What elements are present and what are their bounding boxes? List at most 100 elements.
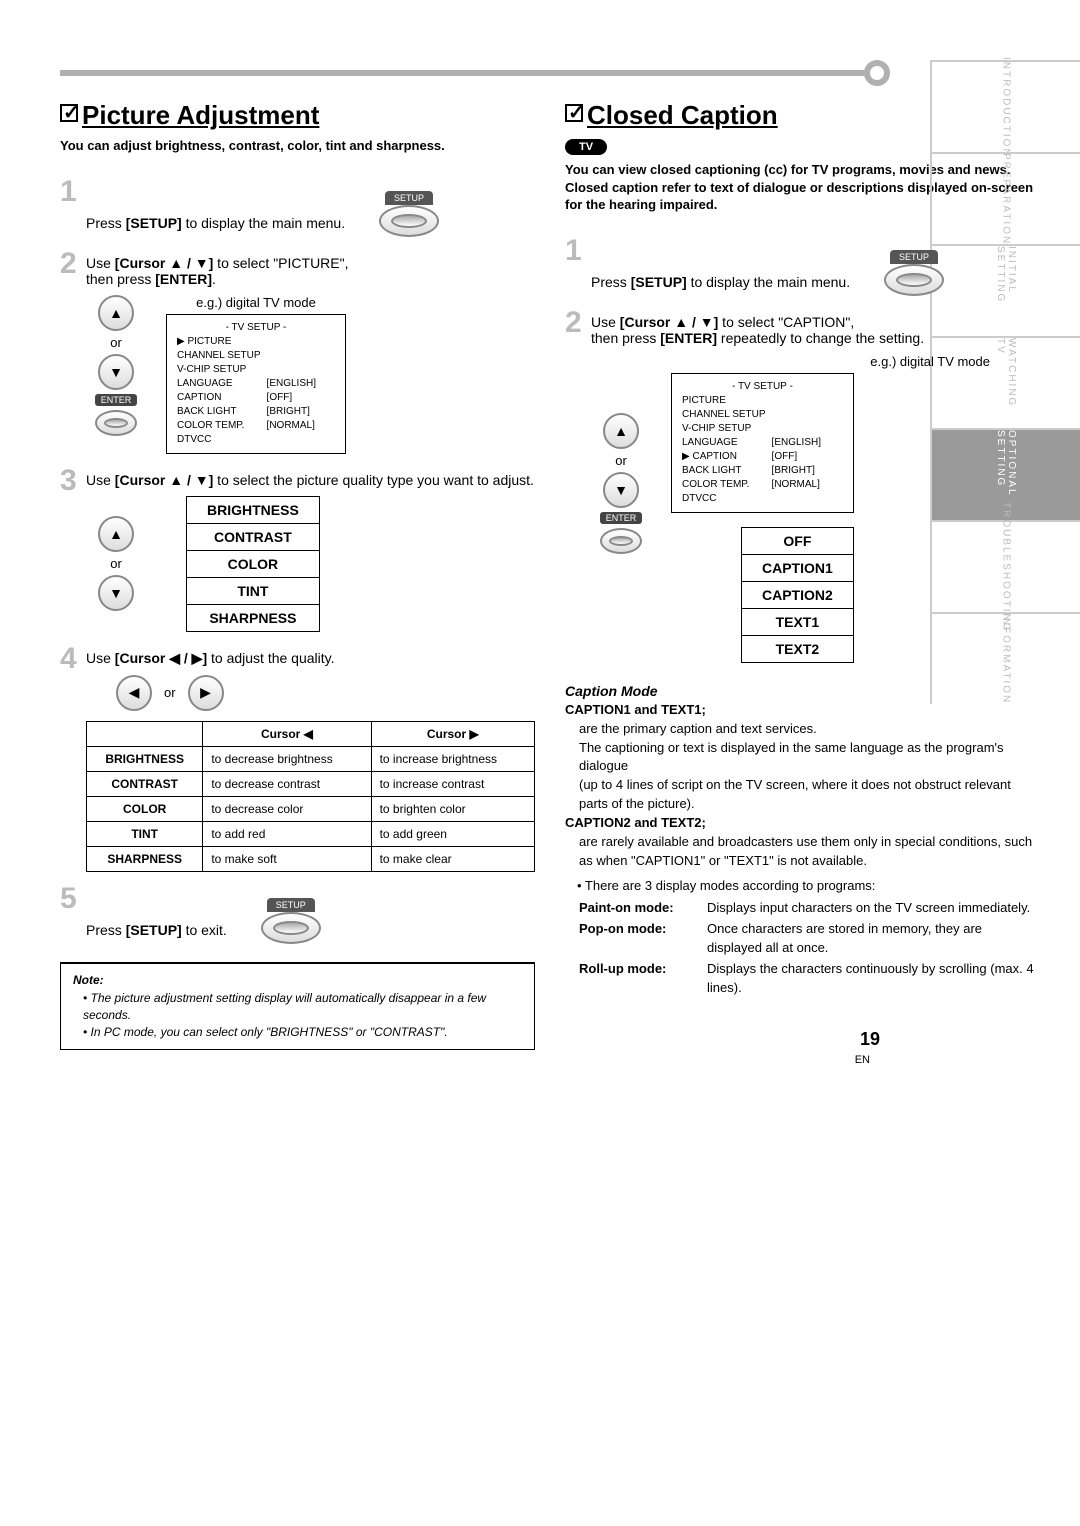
content-columns: Picture Adjustment You can adjust bright… xyxy=(60,100,1040,1050)
left-step-3: 3 Use [Cursor ▲ / ▼] to select the pictu… xyxy=(60,472,535,632)
eg-label: e.g.) digital TV mode xyxy=(166,295,346,310)
checkbox-icon xyxy=(565,104,583,122)
setup-button-graphic: SETUP xyxy=(261,898,321,944)
side-tab[interactable]: PREPARATION xyxy=(930,152,1080,244)
step-number: 2 xyxy=(565,306,582,340)
enter-label: ENTER xyxy=(95,394,138,406)
cursor-right-icon: ▶ xyxy=(188,675,224,711)
tv-setup-menu: - TV SETUP -▶ PICTURECHANNEL SETUPV-CHIP… xyxy=(166,314,346,454)
menu-wrapper: e.g.) digital TV mode - TV SETUP -▶ PICT… xyxy=(166,295,346,454)
step-number: 4 xyxy=(60,642,77,676)
step-text: Use [Cursor ▲ / ▼] to select "PICTURE",t… xyxy=(86,255,349,287)
step-number: 2 xyxy=(60,247,77,281)
c1-line: The captioning or text is displayed in t… xyxy=(565,739,1040,777)
page-lang: EN xyxy=(855,1054,870,1066)
page: INTRODUCTIONPREPARATIONINITIAL SETTINGWA… xyxy=(0,0,1080,1090)
step-text: Use [Cursor ▲ / ▼] to select the picture… xyxy=(86,472,534,488)
or-label: or xyxy=(110,556,122,571)
left-step-4: 4 Use [Cursor ◀ / ▶] to adjust the quali… xyxy=(60,650,535,872)
step-text: Press [SETUP] to display the main menu. xyxy=(591,274,850,290)
step-text: Use [Cursor ◀ / ▶] to adjust the quality… xyxy=(86,650,334,666)
title-text: Picture Adjustment xyxy=(82,100,319,130)
option-item: BRIGHTNESS xyxy=(187,497,319,524)
option-item: CAPTION2 xyxy=(742,582,853,609)
checkbox-icon xyxy=(60,104,78,122)
left-column: Picture Adjustment You can adjust bright… xyxy=(60,100,535,1050)
title-text: Closed Caption xyxy=(587,100,778,130)
side-tab[interactable]: INTRODUCTION xyxy=(930,60,1080,152)
right-step-1: 1 Press [SETUP] to display the main menu… xyxy=(565,242,1040,296)
eg-label: e.g.) digital TV mode xyxy=(591,354,1040,369)
or-label: or xyxy=(110,335,122,350)
setup-label: SETUP xyxy=(267,898,315,912)
cursor-left-icon: ◀ xyxy=(116,675,152,711)
step-number: 3 xyxy=(60,464,77,498)
cursor-down-icon: ▼ xyxy=(98,575,134,611)
option-item: OFF xyxy=(742,528,853,555)
setup-button-graphic: SETUP xyxy=(884,250,944,296)
option-item: TINT xyxy=(187,578,319,605)
caption-mode-section: Caption Mode CAPTION1 and TEXT1; are the… xyxy=(565,681,1040,998)
step-number: 5 xyxy=(60,882,77,916)
cursor-up-down-group: ▲ or ▼ ENTER xyxy=(86,295,146,436)
step2-content: e.g.) digital TV mode ▲ or ▼ ENTER - TV … xyxy=(591,354,1040,663)
enter-label: ENTER xyxy=(600,512,643,524)
note-title: Note: xyxy=(73,972,522,989)
right-column: Closed Caption TV You can view closed ca… xyxy=(565,100,1040,1050)
oval-button-icon xyxy=(261,912,321,944)
header-circle-icon xyxy=(864,60,890,86)
mode-desc: Displays input characters on the TV scre… xyxy=(707,899,1040,918)
c1-line: (up to 4 lines of script on the TV scree… xyxy=(565,776,1040,814)
note-line: • The picture adjustment setting display… xyxy=(73,990,522,1024)
step2-row: ▲ or ▼ ENTER e.g.) digital TV mode - TV … xyxy=(86,295,535,454)
step-text: Use [Cursor ▲ / ▼] to select "CAPTION",t… xyxy=(591,314,924,346)
setup-label: SETUP xyxy=(890,250,938,264)
step3-row: ▲ or ▼ BRIGHTNESSCONTRASTCOLORTINTSHARPN… xyxy=(86,496,535,632)
menu-and-options: - TV SETUP -PICTURECHANNEL SETUPV-CHIP S… xyxy=(671,373,854,663)
option-item: CAPTION1 xyxy=(742,555,853,582)
right-step-2: 2 Use [Cursor ▲ / ▼] to select "CAPTION"… xyxy=(565,314,1040,663)
mode-label: Pop-on mode: xyxy=(579,920,699,958)
picture-adjustment-title: Picture Adjustment xyxy=(60,100,535,131)
option-item: COLOR xyxy=(187,551,319,578)
note-box: Note: • The picture adjustment setting d… xyxy=(60,962,535,1050)
step-text: Press [SETUP] to display the main menu. xyxy=(86,215,345,231)
step-number: 1 xyxy=(565,234,582,268)
cursor-up-icon: ▲ xyxy=(603,413,639,449)
modes-intro: • There are 3 display modes according to… xyxy=(565,877,1040,896)
cursor-up-icon: ▲ xyxy=(98,295,134,331)
left-step-1: 1 Press [SETUP] to display the main menu… xyxy=(60,183,535,237)
cursor-up-icon: ▲ xyxy=(98,516,134,552)
adjustment-table: Cursor ◀Cursor ▶BRIGHTNESSto decrease br… xyxy=(86,721,535,872)
note-line: • In PC mode, you can select only "BRIGH… xyxy=(73,1024,522,1041)
mode-label: Roll-up mode: xyxy=(579,960,699,998)
option-item: CONTRAST xyxy=(187,524,319,551)
cursor-down-icon: ▼ xyxy=(98,354,134,390)
mode-desc: Displays the characters continuously by … xyxy=(707,960,1040,998)
oval-button-icon xyxy=(884,264,944,296)
page-number: 19 xyxy=(860,1029,880,1050)
step2-row: ▲ or ▼ ENTER - TV SETUP -PICTURECHANNEL … xyxy=(591,373,1040,663)
left-step-5: 5 Press [SETUP] to exit. SETUP xyxy=(60,890,535,944)
or-label: or xyxy=(164,685,176,700)
option-item: TEXT2 xyxy=(742,636,853,662)
picture-intro: You can adjust brightness, contrast, col… xyxy=(60,137,535,155)
mode-label: Paint-on mode: xyxy=(579,899,699,918)
step-text: Press [SETUP] to exit. xyxy=(86,922,227,938)
caption-options: OFFCAPTION1CAPTION2TEXT1TEXT2 xyxy=(741,527,854,663)
setup-button-graphic: SETUP xyxy=(379,191,439,237)
tv-setup-menu: - TV SETUP -PICTURECHANNEL SETUPV-CHIP S… xyxy=(671,373,854,513)
c2-line: are rarely available and broadcasters us… xyxy=(565,833,1040,871)
tv-badge: TV xyxy=(565,139,607,155)
cursor-down-icon: ▼ xyxy=(603,472,639,508)
option-item: TEXT1 xyxy=(742,609,853,636)
enter-button-icon xyxy=(600,528,642,554)
or-label: or xyxy=(615,453,627,468)
step-number: 1 xyxy=(60,175,77,209)
left-step-2: 2 Use [Cursor ▲ / ▼] to select "PICTURE"… xyxy=(60,255,535,454)
header-rule xyxy=(60,70,880,76)
cursor-up-down-group: ▲ or ▼ xyxy=(86,516,146,611)
oval-button-icon xyxy=(379,205,439,237)
cursor-up-down-group: ▲ or ▼ ENTER xyxy=(591,413,651,554)
option-item: SHARPNESS xyxy=(187,605,319,631)
